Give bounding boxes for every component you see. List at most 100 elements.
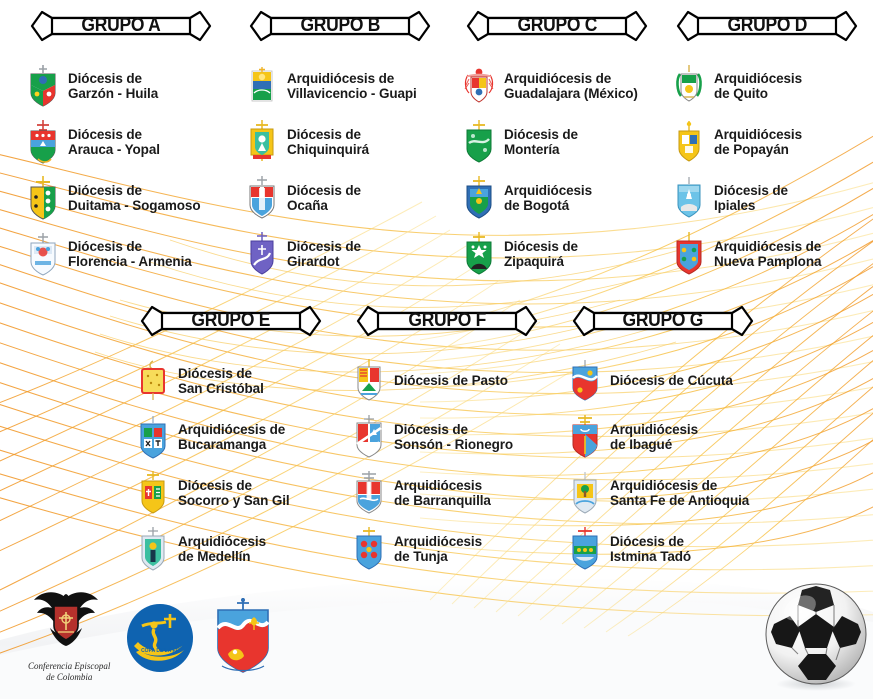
team-list: Diócesis de Pasto Diócesis de Sonsón - R…: [352, 353, 542, 577]
team-list: Arquidiócesis de Guadalajara (México) Di…: [462, 58, 652, 282]
group-title: GRUPO G: [622, 310, 704, 331]
team-row[interactable]: Diócesis de Arauca - Yopal: [26, 114, 216, 170]
team-row[interactable]: Arquidiócesis de Quito: [672, 58, 862, 114]
group-header-banner: GRUPO E: [136, 303, 326, 339]
team-row[interactable]: Diócesis de Sonsón - Rionegro: [352, 409, 542, 465]
team-row[interactable]: Arquidiócesis de Santa Fe de Antioquia: [568, 465, 758, 521]
crest-nueva-pamplona-icon: [672, 231, 706, 277]
crest-garzon-huila-icon: [26, 63, 60, 109]
team-row[interactable]: Diócesis de Garzón - Huila: [26, 58, 216, 114]
crest-monteria-icon: [462, 119, 496, 165]
team-name: Arquidiócesis de Bucaramanga: [178, 421, 286, 453]
banner-shape-icon: [30, 10, 212, 42]
team-row[interactable]: Arquidiócesis de Guadalajara (México): [462, 58, 652, 114]
team-row[interactable]: Diócesis de Florencia - Armenia: [26, 226, 216, 282]
group-header-banner: GRUPO F: [352, 303, 542, 339]
team-row[interactable]: Diócesis de Montería: [462, 114, 652, 170]
crest-duitama-sogamoso-icon: [26, 175, 60, 221]
crest-bucaramanga-icon: [136, 414, 170, 460]
group-grupo-b: GRUPO B Arquidiócesis de Villavicencio -…: [245, 8, 435, 282]
crest-bogota-icon: [462, 175, 496, 221]
diocesan-shield-logo[interactable]: [210, 596, 276, 680]
team-name: Arquidiócesis de Tunja: [394, 533, 482, 565]
team-name: Diócesis de San Cristóbal: [178, 365, 264, 397]
team-row[interactable]: Arquidiócesis de Bogotá: [462, 170, 652, 226]
banner-shape-icon: [466, 10, 648, 42]
team-name: Diócesis de Garzón - Huila: [68, 70, 159, 102]
team-row[interactable]: Diócesis de Duitama - Sogamoso: [26, 170, 216, 226]
crest-guadalajara-icon: [462, 63, 496, 109]
team-row[interactable]: Diócesis de Socorro y San Gil: [136, 465, 326, 521]
diocesan-shield-icon: [216, 598, 270, 673]
team-row[interactable]: Arquidiócesis de Nueva Pamplona: [672, 226, 862, 282]
group-header-banner: GRUPO B: [245, 8, 435, 44]
team-name: Diócesis de Duitama - Sogamoso: [68, 182, 201, 214]
team-name: Diócesis de Montería: [504, 126, 578, 158]
team-row[interactable]: Diócesis de Cúcuta: [568, 353, 758, 409]
team-name: Diócesis de Sonsón - Rionegro: [394, 421, 514, 453]
team-list: Arquidiócesis de Quito Arquidiócesis de …: [672, 58, 862, 282]
copa-de-la-fe-logo[interactable]: COPA DE LA FE: [124, 602, 196, 674]
crest-tunja-icon: [352, 526, 386, 572]
conferencia-episcopal-de-colombia-logo[interactable]: Conferencia Episcopal de Colombia: [28, 588, 110, 683]
group-header-banner: GRUPO D: [672, 8, 862, 44]
crest-pasto-icon: [352, 358, 386, 404]
group-title: GRUPO B: [300, 15, 380, 36]
team-row[interactable]: Diócesis de Chiquinquirá: [245, 114, 435, 170]
group-header-banner: GRUPO G: [568, 303, 758, 339]
crest-villavicencio-guapi-icon: [245, 63, 279, 109]
crest-girardot-icon: [245, 231, 279, 277]
crest-florencia-armenia-icon: [26, 231, 60, 277]
team-list: Arquidiócesis de Villavicencio - Guapi D…: [245, 58, 435, 282]
team-row[interactable]: Arquidiócesis de Barranquilla: [352, 465, 542, 521]
crest-medellin-icon: [136, 526, 170, 572]
team-name: Arquidiócesis de Medellín: [178, 533, 266, 565]
banner-shape-icon: [249, 10, 431, 42]
group-title: GRUPO C: [517, 15, 597, 36]
team-name: Diócesis de Cúcuta: [610, 373, 733, 389]
group-title: GRUPO A: [81, 15, 161, 36]
team-name: Diócesis de Socorro y San Gil: [178, 477, 290, 509]
copa-de-la-fe-icon: COPA DE LA FE: [127, 604, 194, 672]
crest-chiquinquira-icon: [245, 119, 279, 165]
team-row[interactable]: Diócesis de San Cristóbal: [136, 353, 326, 409]
team-row[interactable]: Arquidiócesis de Popayán: [672, 114, 862, 170]
team-row[interactable]: Arquidiócesis de Ibagué: [568, 409, 758, 465]
team-row[interactable]: Diócesis de Girardot: [245, 226, 435, 282]
team-row[interactable]: Arquidiócesis de Villavicencio - Guapi: [245, 58, 435, 114]
footer-logo-group: Conferencia Episcopal de Colombia COPA D…: [28, 588, 276, 688]
crest-ocana-icon: [245, 175, 279, 221]
team-row[interactable]: Diócesis de Istmina Tadó: [568, 521, 758, 577]
team-name: Arquidiócesis de Villavicencio - Guapi: [287, 70, 417, 102]
group-grupo-e: GRUPO E Diócesis de San Cristóbal: [136, 303, 326, 577]
team-row[interactable]: Arquidiócesis de Tunja: [352, 521, 542, 577]
team-row[interactable]: Diócesis de Ocaña: [245, 170, 435, 226]
group-header-banner: GRUPO C: [462, 8, 652, 44]
team-name: Arquidiócesis de Popayán: [714, 126, 802, 158]
team-row[interactable]: Diócesis de Ipiales: [672, 170, 862, 226]
eagle-crest-icon: [34, 592, 98, 646]
crest-popayan-icon: [672, 119, 706, 165]
crest-arauca-yopal-icon: [26, 119, 60, 165]
team-list: Diócesis de Garzón - Huila: [26, 58, 216, 282]
crest-cucuta-icon: [568, 358, 602, 404]
team-name: Arquidiócesis de Nueva Pamplona: [714, 238, 822, 270]
group-title: GRUPO F: [408, 310, 486, 331]
group-grupo-f: GRUPO F Diócesis: [352, 303, 542, 577]
team-row[interactable]: Diócesis de Pasto: [352, 353, 542, 409]
group-grupo-d: GRUPO D Arquidiócesis de Quito: [672, 8, 862, 282]
team-name: Arquidiócesis de Ibagué: [610, 421, 698, 453]
team-row[interactable]: Arquidiócesis de Bucaramanga: [136, 409, 326, 465]
team-name: Arquidiócesis de Quito: [714, 70, 802, 102]
team-row[interactable]: Diócesis de Zipaquirá: [462, 226, 652, 282]
team-name: Diócesis de Florencia - Armenia: [68, 238, 192, 270]
team-row[interactable]: Arquidiócesis de Medellín: [136, 521, 326, 577]
crest-san-cristobal-icon: [136, 358, 170, 404]
team-name: Diócesis de Zipaquirá: [504, 238, 578, 270]
crest-ipiales-icon: [672, 175, 706, 221]
crest-sonson-rionegro-icon: [352, 414, 386, 460]
crest-ibague-icon: [568, 414, 602, 460]
crest-barranquilla-icon: [352, 470, 386, 516]
crest-quito-icon: [672, 63, 706, 109]
